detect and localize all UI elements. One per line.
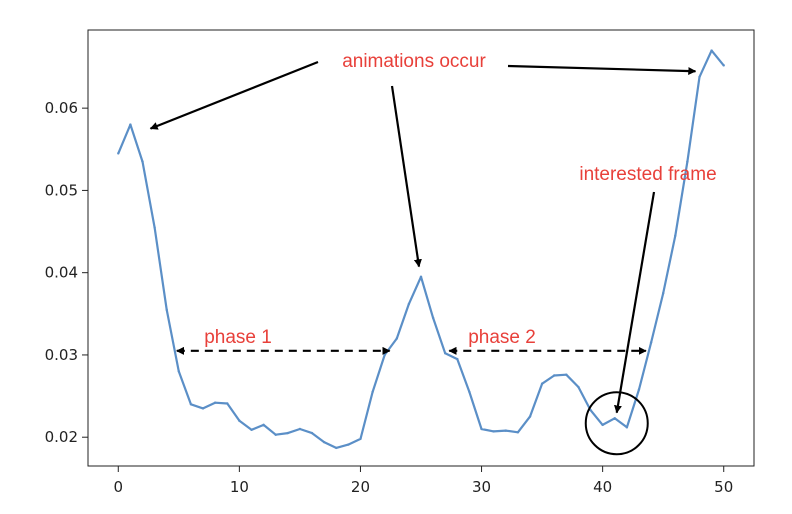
data-point [286,431,289,435]
data-point [540,382,544,385]
data-point [395,337,398,340]
data-point [419,275,423,278]
data-point [456,357,459,361]
data-point [141,160,144,163]
data-point [492,430,495,433]
data-point [189,403,193,406]
y-tick-label: 0.06 [45,99,78,117]
data-point [226,402,229,405]
x-axis: 0 10 20 30 40 50 [113,466,733,496]
data-point [613,417,616,420]
data-point [674,234,677,237]
data-point [298,427,302,431]
x-tick-label: 40 [593,478,612,496]
arrow-to-peak-start [149,60,319,130]
arrow-to-peak-end [507,64,697,76]
arrow-to-peak-middle [390,85,422,268]
data-point [722,64,725,67]
data-point [686,160,689,163]
data-point [649,341,653,344]
x-tick-label: 20 [351,478,370,496]
data-point [468,390,471,394]
data-point [177,370,181,373]
annotation-phase-1: phase 1 [204,327,272,348]
y-tick-label: 0.04 [45,264,78,282]
annotation-animations-occur: animations occur [342,51,486,72]
data-point [117,152,120,155]
x-tick-label: 10 [230,478,249,496]
data-point [407,302,411,306]
y-tick-label: 0.02 [45,428,78,446]
data-point [444,352,447,355]
data-point [262,423,265,427]
annotation-interested-frame: interested frame [579,164,716,185]
data-point [637,388,641,391]
data-point [165,308,168,311]
data-point [504,429,507,432]
plot-frame [87,29,755,467]
data-point [480,427,483,431]
x-tick-label: 50 [714,478,733,496]
data-point [431,316,435,320]
x-tick-label: 0 [113,478,123,496]
data-point [516,431,520,434]
data-point [710,49,713,52]
data-point [625,426,629,429]
data-point [528,415,532,418]
data-point [371,390,374,394]
arrow-to-interested-frame [614,191,656,414]
data-point [250,428,253,432]
data-point [335,446,338,450]
data-point [601,423,604,427]
x-tick-label: 30 [472,478,491,496]
data-point [238,419,241,422]
y-tick-label: 0.05 [45,181,78,199]
data-point [553,374,556,377]
y-tick-label: 0.03 [45,346,78,364]
annotation-arrows [149,60,697,414]
y-axis: 0.02 0.03 0.04 0.05 0.06 [45,99,88,446]
data-point [661,292,665,295]
data-point [359,437,362,441]
data-point [322,440,326,444]
data-point [129,123,132,126]
data-point [274,433,277,436]
data-point [213,401,217,404]
data-point [201,407,205,410]
data-point [577,385,580,389]
data-point [565,373,568,376]
data-point [347,443,350,446]
data-point [698,75,701,79]
data-points [117,49,725,450]
highlight-circle [584,391,649,456]
data-point [310,431,314,435]
data-point [383,353,386,357]
series-line [117,49,725,449]
annotation-phase-2: phase 2 [468,327,536,348]
data-point [153,226,156,229]
